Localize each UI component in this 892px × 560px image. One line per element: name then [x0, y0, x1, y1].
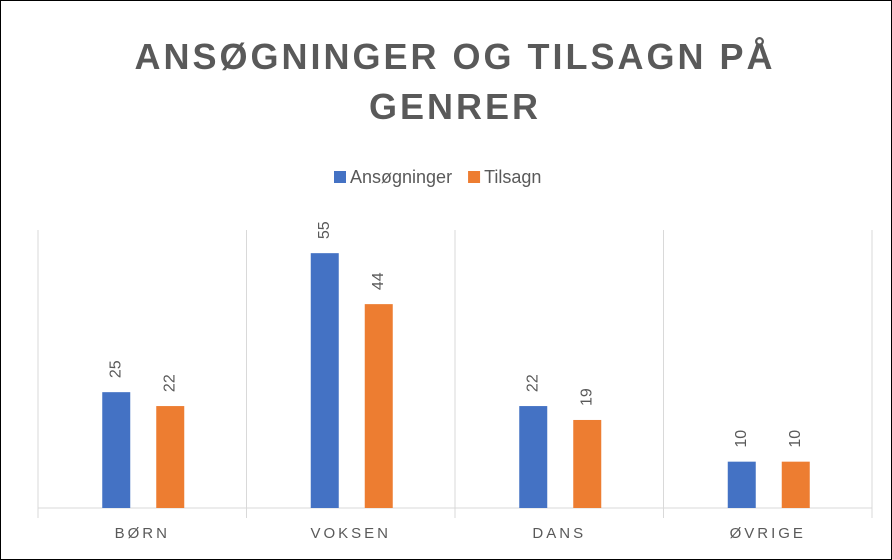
data-label: 22: [524, 374, 541, 392]
bar: [573, 419, 602, 508]
legend-swatch: [334, 171, 346, 183]
x-tick-label: BØRN: [115, 525, 170, 542]
data-label: 19: [578, 388, 595, 406]
data-label: 10: [787, 430, 804, 448]
bar: [781, 461, 810, 508]
bar: [156, 406, 185, 508]
bar: [102, 392, 131, 508]
bar: [310, 253, 339, 508]
x-tick-label: ØVRIGE: [730, 525, 806, 542]
data-label: 55: [316, 221, 333, 239]
x-tick-label: DANS: [532, 525, 586, 542]
bar: [727, 461, 756, 508]
data-label: 44: [370, 272, 387, 290]
x-tick-label: VOKSEN: [310, 525, 391, 542]
bar: [364, 304, 393, 508]
data-label: 22: [161, 374, 178, 392]
legend-label: Ansøgninger: [350, 167, 452, 187]
chart-title: ANSØGNINGER OG TILSAGN PÅ GENRER: [134, 36, 776, 127]
legend-swatch: [468, 171, 481, 183]
data-label: 25: [107, 360, 124, 378]
legend-label: Tilsagn: [484, 167, 541, 187]
data-label: 10: [733, 430, 750, 448]
bar: [519, 406, 548, 508]
